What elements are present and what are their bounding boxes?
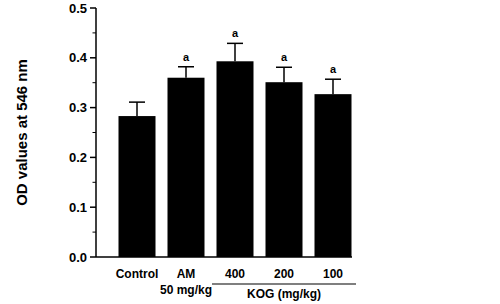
error-line [234,43,236,61]
bar [266,82,303,257]
group-label: KOG (mg/kg) [247,287,321,301]
bars [119,43,352,257]
error-line [283,67,285,82]
bar [315,94,352,257]
group-line [212,283,356,284]
y-tick-label: 0.3 [69,100,87,115]
error-cap [325,78,341,80]
error-bar [178,67,194,78]
y-tick-label: 0.5 [69,1,87,16]
error-bar [276,67,292,82]
y-minor-tick [93,32,97,33]
group-label: 50 mg/kg [160,283,212,297]
x-tick-label: 200 [274,267,294,281]
y-tick [90,206,96,208]
y-tick [90,157,96,159]
y-tick-label: 0.1 [69,200,87,215]
x-tick-label: 100 [323,267,343,281]
x-tick-label: Control [116,267,159,281]
x-axis [96,256,352,258]
error-bar [227,43,243,61]
y-axis-label: OD values at 546 nm [13,59,30,206]
error-cap [276,67,292,69]
y-tick-label: 0.4 [69,50,88,65]
significance-label: a [330,63,337,75]
y-tick [90,7,96,9]
bar [119,116,156,257]
y-minor-tick [93,182,97,183]
error-line [136,102,138,116]
error-line [332,79,334,94]
error-cap [129,101,145,103]
y-minor-tick [93,232,97,233]
bar [217,61,254,257]
y-tick [90,107,96,109]
significance-label: a [281,51,288,63]
y-tick [90,256,96,258]
y-tick-label: 0.0 [69,250,87,265]
error-bar [325,79,341,94]
significance-label: a [232,27,239,39]
x-tick-label: 400 [225,267,245,281]
error-line [185,67,187,78]
bar [168,78,205,257]
error-bar [129,102,145,116]
error-cap [178,66,194,68]
x-tick-label: AM [177,267,196,281]
y-minor-tick [93,132,97,133]
y-minor-tick [93,82,97,83]
y-tick [90,57,96,59]
y-tick-label: 0.2 [69,150,87,165]
significance-label: a [183,51,190,63]
chart-container: a a a a 0.0 0.1 0.2 0.3 0.4 0.5 OD values at 546 n… [0,0,500,304]
chart-svg: a a a a 0.0 0.1 0.2 0.3 0.4 0.5 OD values at 546 n… [0,0,500,304]
error-cap [227,43,243,45]
